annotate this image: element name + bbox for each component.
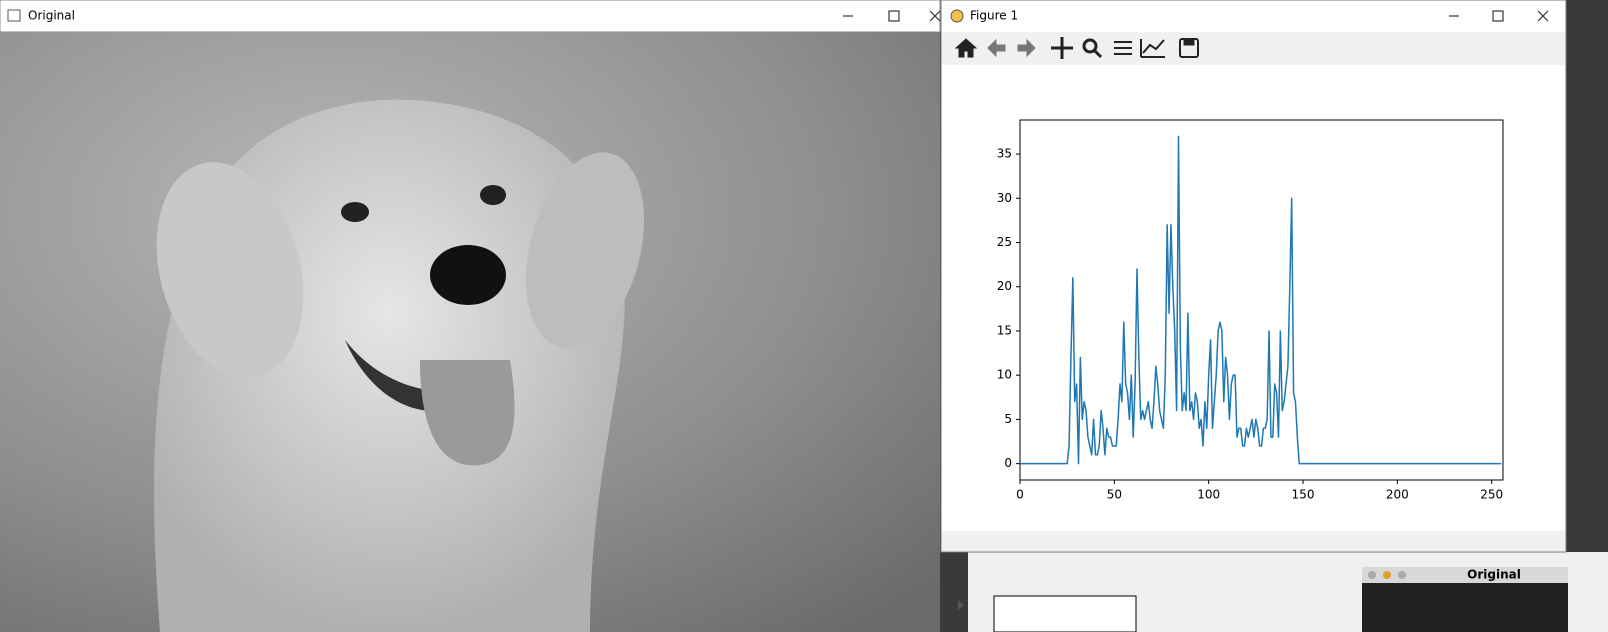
mini-window: Original xyxy=(1362,567,1568,632)
window-title: Original xyxy=(1467,568,1521,582)
original-window: Original xyxy=(0,0,941,632)
window-title: Original xyxy=(28,9,75,23)
background-box xyxy=(993,595,1137,632)
photo xyxy=(0,32,940,632)
x-tick-label: 50 xyxy=(1107,488,1122,502)
toolbar xyxy=(942,32,1565,65)
x-tick-label: 250 xyxy=(1480,488,1503,502)
toolbar-icons[interactable] xyxy=(954,37,1199,59)
x-tick-label: 150 xyxy=(1292,488,1315,502)
x-tick-label: 0 xyxy=(1016,488,1024,502)
x-tick-label: 200 xyxy=(1386,488,1409,502)
figure-window: Figure 1 0 50 100 150 200 250 0 5 10 15 20 25 30 35 xyxy=(940,0,1567,553)
plot: 0 50 100 150 200 250 0 5 10 15 20 25 30 35 xyxy=(997,119,1504,502)
app-icon xyxy=(950,9,964,23)
app-icon xyxy=(7,9,21,22)
expand-arrow[interactable] xyxy=(958,600,964,610)
y-tick-label: 35 xyxy=(997,147,1012,161)
window-controls[interactable] xyxy=(843,10,941,22)
y-tick-label: 30 xyxy=(997,191,1012,205)
status-bar xyxy=(942,531,1565,551)
y-tick-label: 20 xyxy=(997,279,1012,293)
y-tick-label: 10 xyxy=(997,368,1012,382)
y-tick-label: 15 xyxy=(997,323,1012,337)
axes-frame xyxy=(1019,119,1504,481)
y-tick-label: 5 xyxy=(1004,412,1012,426)
window-controls[interactable] xyxy=(1449,10,1549,22)
y-tick-label: 25 xyxy=(997,235,1012,249)
x-tick-label: 100 xyxy=(1197,488,1220,502)
window-title: Figure 1 xyxy=(970,9,1018,23)
y-tick-label: 0 xyxy=(1004,456,1012,470)
data-line xyxy=(1020,135,1502,465)
